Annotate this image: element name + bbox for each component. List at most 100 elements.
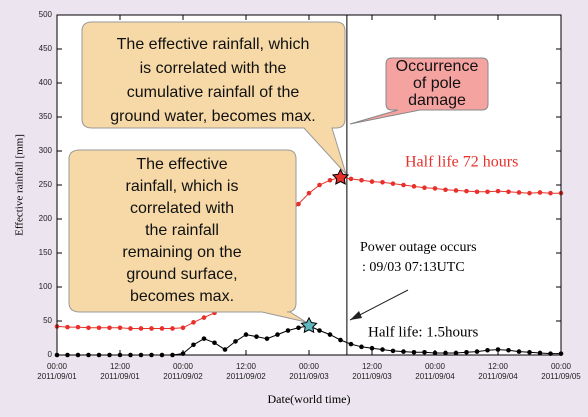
callout-text: becomes max.: [130, 288, 234, 305]
data-point: [422, 349, 427, 355]
x-tick-label: 2011/09/02: [226, 372, 266, 381]
data-point: [506, 189, 511, 195]
data-point: [348, 341, 354, 347]
data-point: [296, 325, 301, 331]
data-point: [506, 347, 511, 353]
callout-text: The effective: [136, 156, 227, 173]
max-marker: [331, 168, 350, 185]
data-point: [422, 185, 427, 191]
plot-frame: [56, 14, 562, 356]
x-tick-label: 00:00: [47, 362, 68, 371]
data-point: [432, 350, 438, 356]
x-tick-label: 2011/09/01: [37, 372, 77, 381]
x-tick-label: 00:00: [173, 362, 194, 371]
x-tick-label: 00:00: [425, 362, 446, 371]
data-point: [390, 348, 396, 354]
annotation: Power outage occurs: [360, 240, 477, 255]
callout-text: ground surface,: [126, 266, 237, 283]
x-tick-label: 2011/09/04: [415, 372, 455, 381]
y-axis-label: Effective rainfall [mm]: [14, 134, 26, 236]
data-point: [65, 324, 70, 330]
data-point: [527, 349, 532, 355]
data-point: [537, 350, 543, 356]
data-point: [327, 332, 333, 337]
data-point: [222, 347, 228, 352]
data-point: [380, 347, 385, 352]
x-tick-label: 12:00: [488, 362, 509, 371]
callout-text: remaining on the: [122, 244, 241, 261]
data-point: [264, 336, 270, 341]
x-tick-label: 00:00: [299, 362, 320, 371]
data-point: [432, 186, 438, 191]
data-point: [201, 315, 207, 320]
x-tick-label: 2011/09/03: [352, 372, 392, 381]
data-point: [117, 325, 123, 331]
x-tick-label: 12:00: [362, 362, 383, 371]
data-point: [96, 325, 102, 331]
data-point: [516, 349, 522, 354]
data-point: [75, 324, 81, 330]
callout-shape: [349, 57, 489, 125]
x-tick-label: 2011/09/04: [478, 372, 518, 381]
data-point: [86, 325, 91, 331]
callout-text: damage: [408, 92, 466, 109]
data-point: [243, 332, 249, 337]
data-point: [369, 345, 375, 351]
data-point: [275, 332, 280, 337]
x-tick-label: 2011/09/02: [163, 372, 203, 381]
y-tick-label: 300: [39, 146, 53, 155]
data-point: [191, 342, 196, 348]
data-point: [380, 179, 385, 185]
data-point: [548, 190, 553, 196]
data-point: [453, 350, 459, 356]
data-point: [296, 201, 301, 207]
data-point: [359, 177, 364, 183]
data-point: [485, 347, 490, 353]
x-tick-label: 2011/09/05: [541, 372, 581, 381]
annotation-layer: Half life 72 hours Half life: 1.5hours Pow…: [110, 36, 518, 340]
data-point: [138, 326, 144, 331]
data-point: [495, 347, 501, 352]
data-point: [317, 328, 322, 333]
data-point: [107, 325, 112, 331]
callout-text: the rainfall: [145, 222, 219, 239]
data-point: [285, 328, 291, 333]
data-point: [411, 184, 417, 189]
data-point: [149, 326, 154, 331]
callout-text: cumulative rainfall of the: [127, 84, 300, 101]
data-point: [159, 326, 165, 331]
data-point: [254, 334, 259, 339]
data-point: [180, 325, 186, 331]
data-point: [495, 188, 501, 194]
legend-label: Half life 72 hours: [405, 154, 518, 171]
y-tick-label: 450: [39, 44, 53, 53]
max-marker: [300, 316, 318, 334]
data-point: [453, 188, 459, 193]
callout-text: is correlated with the: [140, 60, 287, 77]
data-point: [474, 189, 480, 195]
x-axis-label: Date(world time): [268, 392, 351, 406]
data-point: [233, 339, 238, 344]
y-tick-label: 500: [39, 10, 53, 19]
data-point: [212, 340, 217, 346]
data-point: [464, 188, 469, 194]
data-point: [327, 177, 333, 183]
data-point: [401, 349, 406, 354]
data-point: [359, 344, 364, 350]
x-tick-label: 2011/09/01: [100, 372, 140, 381]
data-point: [443, 187, 448, 193]
x-tick-label: 00:00: [551, 362, 572, 371]
callout-text: Occurrence: [396, 58, 479, 75]
data-point: [464, 349, 469, 355]
y-tick-label: 200: [39, 214, 53, 223]
callout-text: correlated with: [130, 200, 234, 217]
data-point: [170, 326, 175, 331]
callout-text: of pole: [413, 75, 461, 92]
data-point: [306, 190, 312, 196]
callout-shape: [81, 21, 347, 175]
y-tick-label: 100: [39, 282, 53, 291]
y-tick-label: 0: [48, 350, 53, 359]
data-point: [474, 349, 480, 354]
data-point: [537, 190, 543, 195]
